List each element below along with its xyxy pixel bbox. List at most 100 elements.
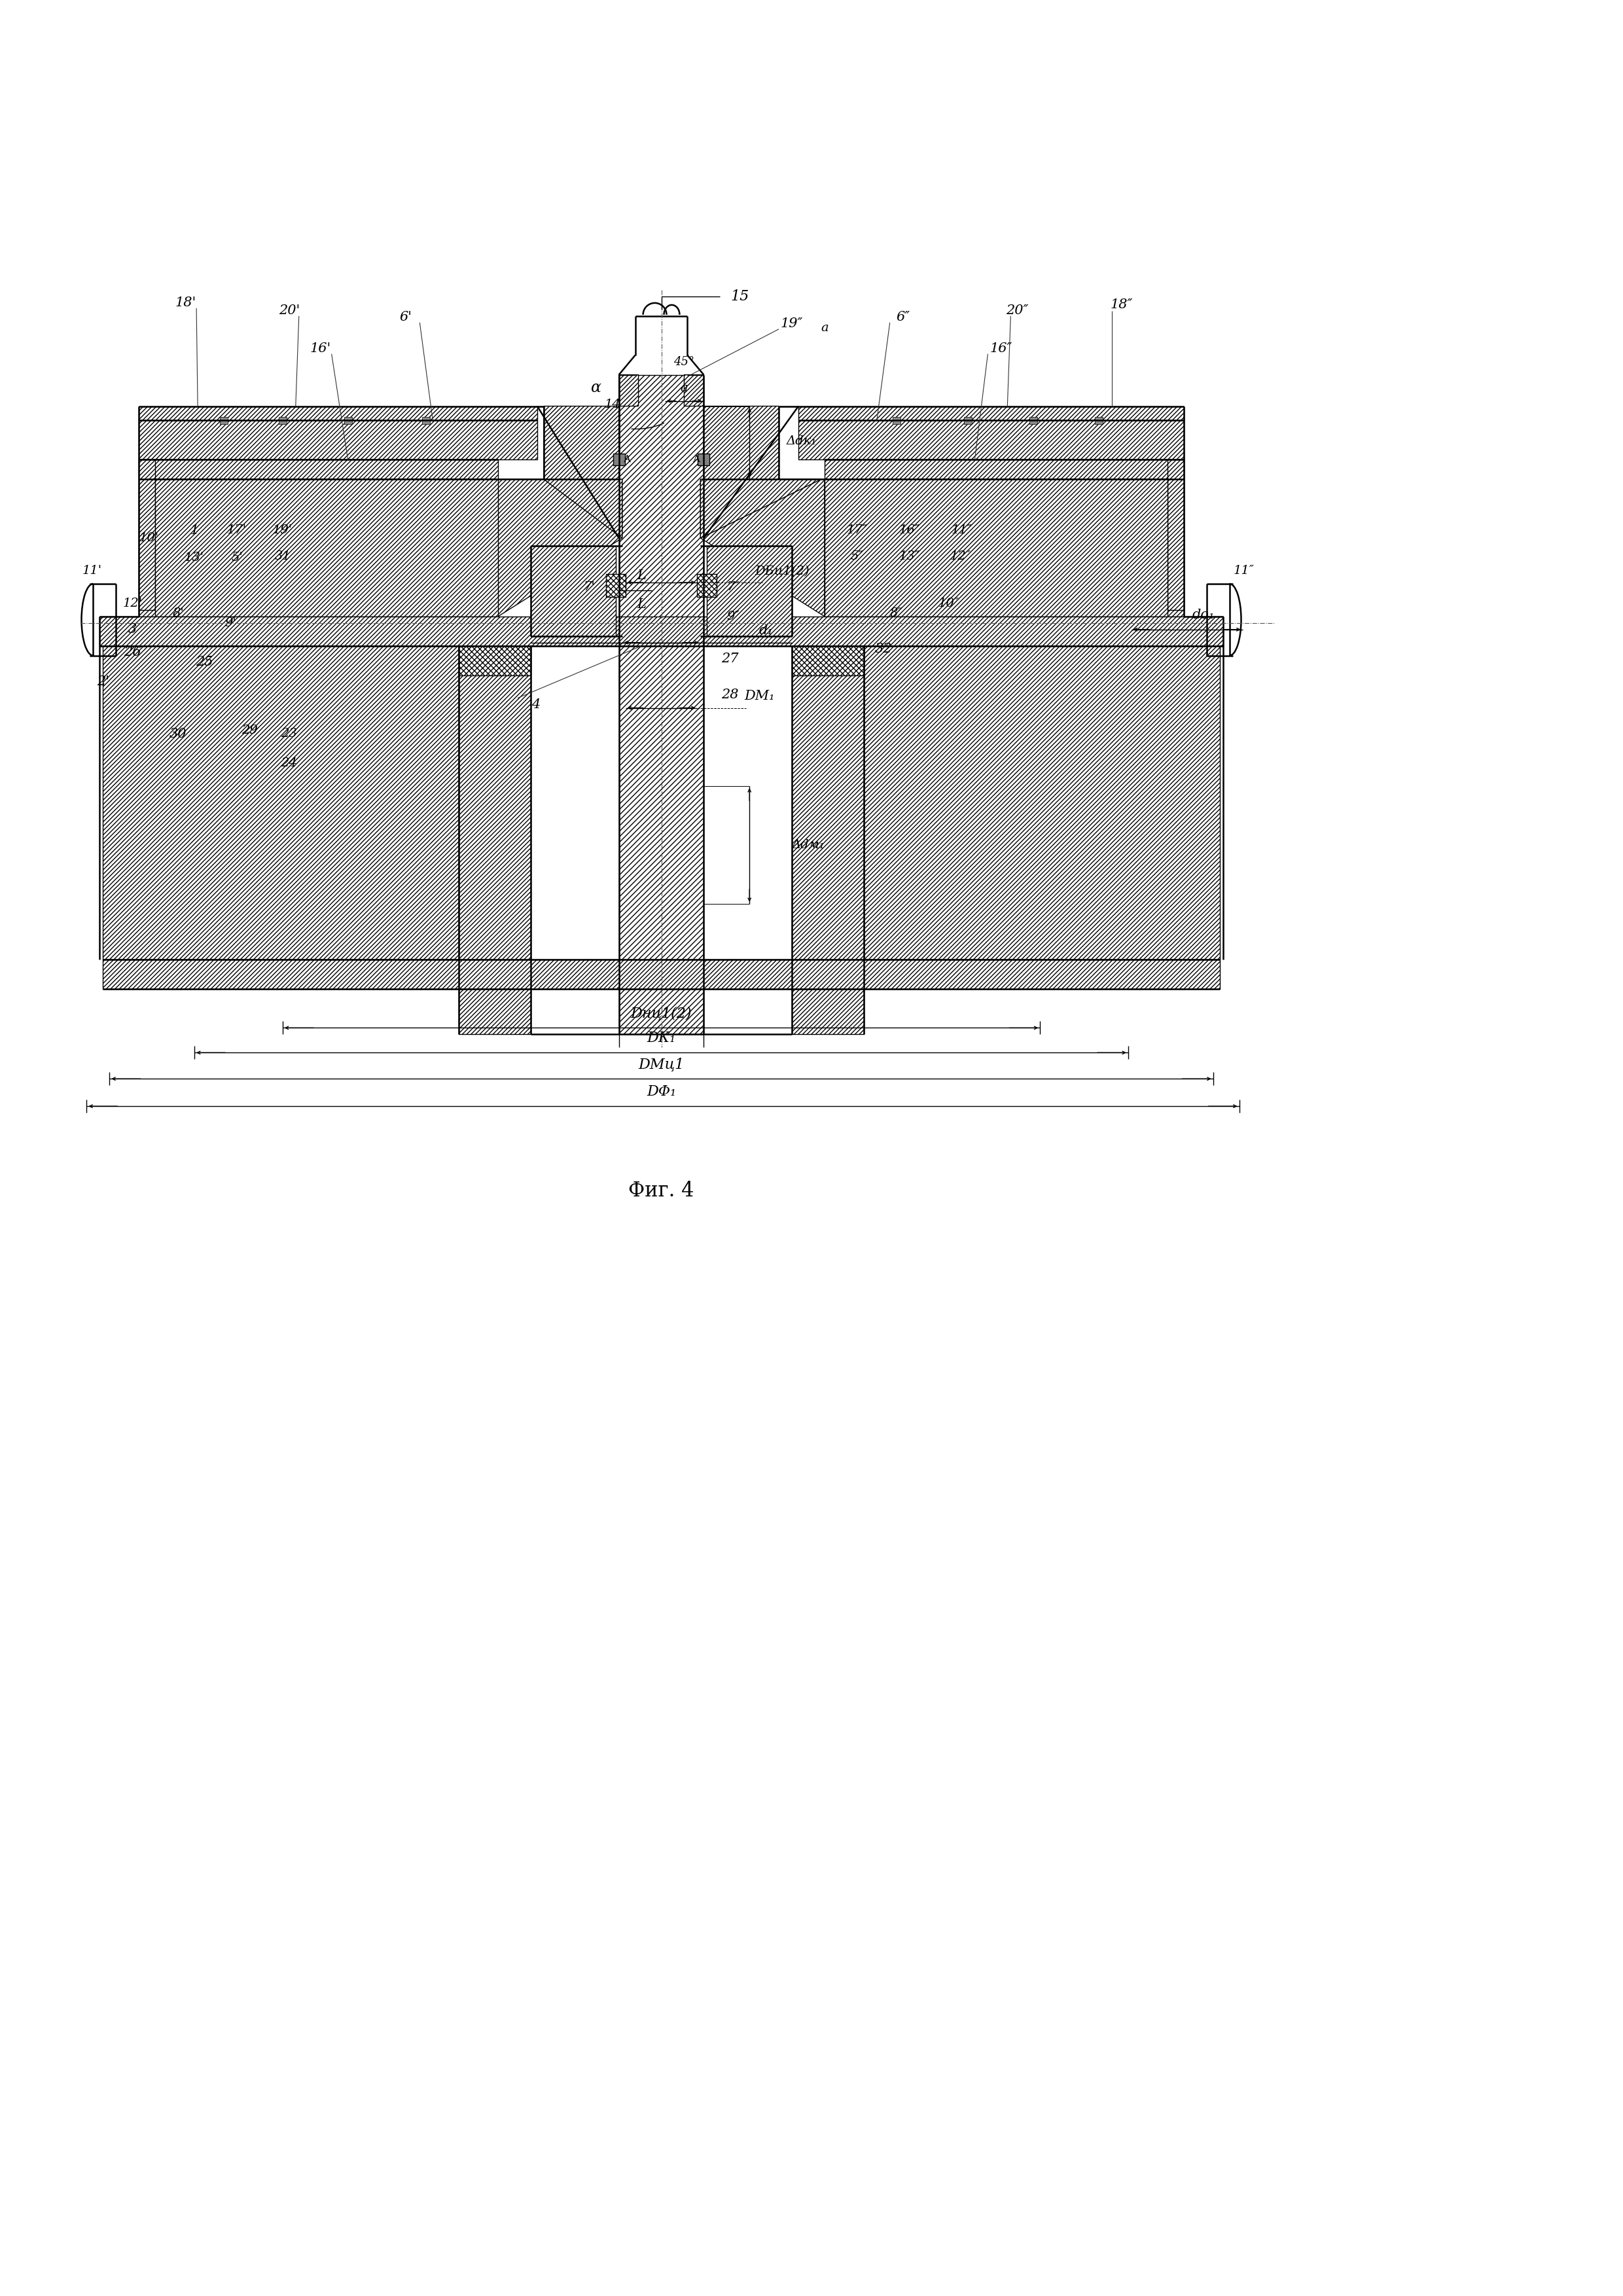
Text: 8': 8' <box>172 606 183 620</box>
Polygon shape <box>531 546 615 636</box>
Text: 7': 7' <box>584 581 596 592</box>
Text: Δdм₁: Δdм₁ <box>792 838 824 852</box>
Polygon shape <box>893 416 901 425</box>
Text: 6': 6' <box>399 312 412 324</box>
Text: 28: 28 <box>721 689 738 700</box>
Text: 10″: 10″ <box>938 597 959 608</box>
Text: 23: 23 <box>281 728 297 739</box>
Polygon shape <box>698 574 717 597</box>
Text: 3: 3 <box>128 622 136 636</box>
Polygon shape <box>618 374 704 1035</box>
Text: 17': 17' <box>227 523 247 537</box>
Polygon shape <box>799 406 1183 420</box>
Polygon shape <box>459 645 531 675</box>
Polygon shape <box>344 416 352 425</box>
Text: 13': 13' <box>185 551 204 563</box>
Text: L: L <box>638 599 646 611</box>
Polygon shape <box>685 374 821 537</box>
Polygon shape <box>1029 416 1037 425</box>
Text: DМ₁: DМ₁ <box>743 689 774 703</box>
Text: DК₁: DК₁ <box>648 1031 675 1045</box>
Text: Δdк₁: Δdк₁ <box>787 436 816 448</box>
Polygon shape <box>422 416 430 425</box>
Text: A: A <box>693 455 700 464</box>
Text: 45°: 45° <box>674 356 695 367</box>
Text: 18″: 18″ <box>1110 298 1133 312</box>
Text: 2': 2' <box>97 675 109 689</box>
Polygon shape <box>459 645 531 1035</box>
Polygon shape <box>219 416 227 425</box>
Polygon shape <box>279 416 287 425</box>
Polygon shape <box>708 546 792 636</box>
Text: 20': 20' <box>279 305 300 317</box>
Text: 1: 1 <box>190 523 198 537</box>
Polygon shape <box>964 416 972 425</box>
Polygon shape <box>701 480 824 615</box>
Text: 20″: 20″ <box>1006 305 1029 317</box>
Polygon shape <box>1096 416 1102 425</box>
Text: 16': 16' <box>310 342 331 356</box>
Polygon shape <box>140 459 498 480</box>
Text: 8″: 8″ <box>889 606 902 620</box>
Text: 9': 9' <box>224 618 237 629</box>
Text: 11″: 11″ <box>1233 565 1255 576</box>
Text: L: L <box>638 569 646 583</box>
Polygon shape <box>140 406 537 420</box>
Polygon shape <box>156 480 498 615</box>
Text: 19″: 19″ <box>781 317 803 331</box>
Text: DМц1: DМц1 <box>638 1056 685 1072</box>
Text: 13″: 13″ <box>899 551 920 563</box>
Text: Dнц1(2): Dнц1(2) <box>631 1006 691 1022</box>
Text: 14: 14 <box>604 397 620 411</box>
Polygon shape <box>792 645 863 675</box>
Text: 17″: 17″ <box>847 523 868 537</box>
Text: A: A <box>623 455 630 464</box>
Text: 32: 32 <box>875 643 893 654</box>
Text: 4: 4 <box>532 698 540 712</box>
Polygon shape <box>140 459 156 611</box>
Polygon shape <box>698 455 709 466</box>
Polygon shape <box>824 480 1183 615</box>
Text: 19': 19' <box>273 523 292 537</box>
Text: 12': 12' <box>123 597 143 608</box>
Polygon shape <box>498 480 622 615</box>
Text: 31: 31 <box>274 551 291 563</box>
Text: 26: 26 <box>123 645 141 659</box>
Polygon shape <box>102 960 1219 990</box>
Polygon shape <box>824 480 1167 615</box>
Text: DБц1(2): DБц1(2) <box>755 565 810 576</box>
Polygon shape <box>824 459 1183 480</box>
Text: 11': 11' <box>83 565 102 576</box>
Text: α: α <box>591 381 601 395</box>
Polygon shape <box>140 420 537 459</box>
Text: a: a <box>821 321 828 333</box>
Text: 9″: 9″ <box>727 611 740 622</box>
Text: 24: 24 <box>281 758 297 769</box>
Text: 7″: 7″ <box>727 581 740 592</box>
Text: 16″: 16″ <box>990 342 1013 356</box>
Text: 5': 5' <box>230 551 243 563</box>
Text: 11″: 11″ <box>951 523 972 537</box>
Text: 18': 18' <box>175 296 196 310</box>
Text: 12″: 12″ <box>949 551 971 563</box>
Text: 27: 27 <box>721 652 738 666</box>
Polygon shape <box>863 645 1219 960</box>
Text: 10': 10' <box>140 533 159 544</box>
Text: DΦ₁: DΦ₁ <box>646 1084 677 1100</box>
Text: dо₁: dо₁ <box>1191 608 1214 622</box>
Polygon shape <box>799 420 1183 459</box>
Polygon shape <box>99 615 1222 645</box>
Text: 25: 25 <box>195 657 213 668</box>
Text: 30: 30 <box>169 728 187 739</box>
Text: 5″: 5″ <box>850 551 863 563</box>
Text: 6″: 6″ <box>896 312 911 324</box>
Text: 29: 29 <box>242 726 258 737</box>
Text: a: a <box>680 381 688 393</box>
Text: Фиг. 4: Фиг. 4 <box>628 1180 695 1201</box>
Polygon shape <box>140 480 498 615</box>
Polygon shape <box>605 574 625 597</box>
Polygon shape <box>792 645 863 1035</box>
Text: 16″: 16″ <box>899 523 920 537</box>
Polygon shape <box>544 374 638 537</box>
Polygon shape <box>613 455 625 466</box>
